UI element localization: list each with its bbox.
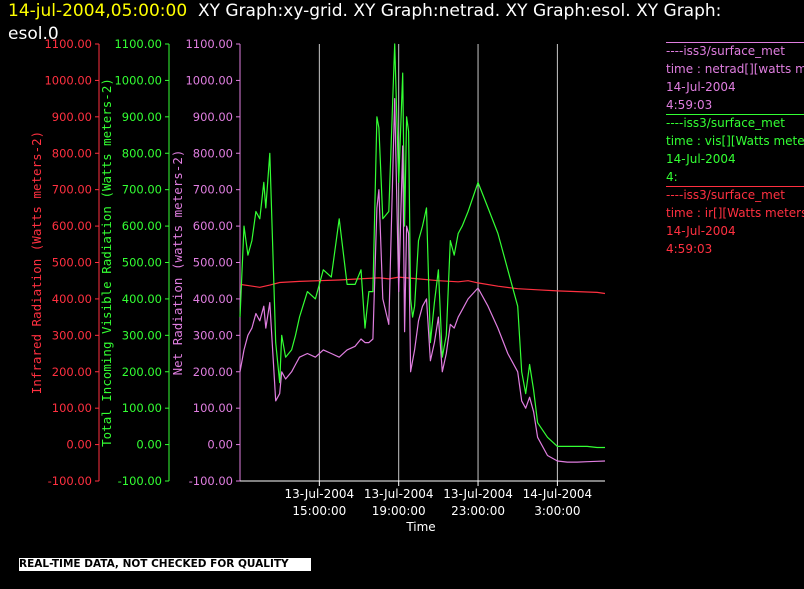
netrad-y-tick-label: 1000.00 (185, 73, 233, 87)
netrad-y-tick-label: 300.00 (193, 328, 233, 342)
netrad-y-tick-label: 0.00 (207, 438, 233, 452)
legend-dataset: ----iss3/surface_met (666, 116, 785, 130)
netrad-y-tick-label: 100.00 (193, 401, 233, 415)
legend-separator (666, 186, 804, 187)
ir-y-tick-label: -100.00 (48, 474, 92, 488)
vis-y-tick-label: 100.00 (122, 401, 162, 415)
netrad-y-tick-label: 700.00 (193, 183, 233, 197)
vis-y-tick-label: 700.00 (122, 183, 162, 197)
vis-y-axis-label: Total Incoming Visible Radiation (Watts … (99, 78, 114, 447)
ir-y-tick-label: 900.00 (52, 110, 92, 124)
ir-y-tick-label: 1000.00 (44, 73, 92, 87)
vis-y-tick-label: 800.00 (122, 146, 162, 160)
legend-date: 14-Jul-2004 (666, 80, 736, 94)
vis-y-tick-label: 500.00 (122, 256, 162, 270)
legend-time: 4: (666, 170, 678, 184)
netrad-y-tick-label: 200.00 (193, 365, 233, 379)
vis-y-tick-label: -100.00 (118, 474, 162, 488)
legend-entry-netrad: ----iss3/surface_met time : netrad[][wat… (666, 42, 804, 114)
netrad-y-tick-label: -100.00 (189, 474, 233, 488)
legend-time: 4:59:03 (666, 242, 713, 256)
legend-separator (666, 42, 804, 43)
chart-timestamp: 14-jul-2004,05:00:00 (8, 1, 188, 21)
netrad-y-tick-label: 500.00 (193, 256, 233, 270)
x-tick-label: 14-Jul-2004 (523, 487, 593, 501)
x-tick-label: 3:00:00 (534, 504, 580, 518)
x-tick-label: 13-Jul-2004 (285, 487, 355, 501)
ir-y-tick-label: 200.00 (52, 365, 92, 379)
netrad-y-tick-label: 400.00 (193, 292, 233, 306)
ir-y-tick-label: 300.00 (52, 328, 92, 342)
vis-series-line (239, 43, 605, 449)
ir-y-tick-label: 700.00 (52, 183, 92, 197)
netrad-series-line (239, 97, 606, 463)
ir-y-tick-label: 600.00 (52, 219, 92, 233)
vis-y-tick-label: 200.00 (122, 365, 162, 379)
x-tick-label: 23:00:00 (451, 504, 505, 518)
legend-variable: time : vis[][Watts meters-2] (666, 134, 804, 148)
netrad-y-tick-label: 1100.00 (185, 37, 233, 51)
legend-dataset: ----iss3/surface_met (666, 188, 785, 202)
vis-y-tick-label: 900.00 (122, 110, 162, 124)
x-tick-label: 19:00:00 (372, 504, 426, 518)
quality-notice: REAL-TIME DATA, NOT CHECKED FOR QUALITY (19, 558, 311, 571)
vis-y-tick-label: 400.00 (122, 292, 162, 306)
x-tick-label: 13-Jul-2004 (443, 487, 513, 501)
vis-y-tick-label: 300.00 (122, 328, 162, 342)
vis-y-tick-label: 0.00 (136, 438, 162, 452)
vis-y-tick-label: 1000.00 (114, 73, 162, 87)
legend-time: 4:59:03 (666, 98, 713, 112)
ir-y-axis-label: Infrared Radiation (Watts meters-2) (29, 131, 44, 394)
x-axis-label: Time (405, 520, 435, 534)
legend-entry-vis: ----iss3/surface_met time : vis[][Watts … (666, 114, 804, 186)
chart-title: 14-jul-2004,05:00:00 XY Graph:xy-grid. X… (8, 1, 721, 21)
ir-series-line (239, 276, 606, 295)
netrad-y-tick-label: 900.00 (193, 110, 233, 124)
vis-y-tick-label: 1100.00 (114, 37, 162, 51)
vis-y-tick-label: 600.00 (122, 219, 162, 233)
netrad-y-tick-label: 800.00 (193, 146, 233, 160)
legend-entry-ir: ----iss3/surface_met time : ir[][Watts m… (666, 186, 804, 258)
legend-variable: time : netrad[][watts meters-2] (666, 62, 804, 76)
ir-y-tick-label: 500.00 (52, 256, 92, 270)
netrad-y-tick-label: 600.00 (193, 219, 233, 233)
legend-date: 14-Jul-2004 (666, 224, 736, 238)
netrad-y-axis-label: Net Radiation (watts meters-2) (170, 150, 185, 376)
x-tick-label: 15:00:00 (292, 504, 346, 518)
ir-y-tick-label: 400.00 (52, 292, 92, 306)
legend-separator (666, 114, 804, 115)
x-tick-label: 13-Jul-2004 (364, 487, 434, 501)
ir-y-tick-label: 800.00 (52, 146, 92, 160)
chart-title-text: XY Graph:xy-grid. XY Graph:netrad. XY Gr… (197, 1, 722, 21)
legend-date: 14-Jul-2004 (666, 152, 736, 166)
legend-dataset: ----iss3/surface_met (666, 44, 785, 58)
ir-y-tick-label: 0.00 (66, 438, 92, 452)
ir-y-tick-label: 1100.00 (44, 37, 92, 51)
chart-title-continued: esol.0 (8, 24, 59, 44)
ir-y-tick-label: 100.00 (52, 401, 92, 415)
legend-variable: time : ir[][Watts meters-2] (666, 206, 804, 220)
